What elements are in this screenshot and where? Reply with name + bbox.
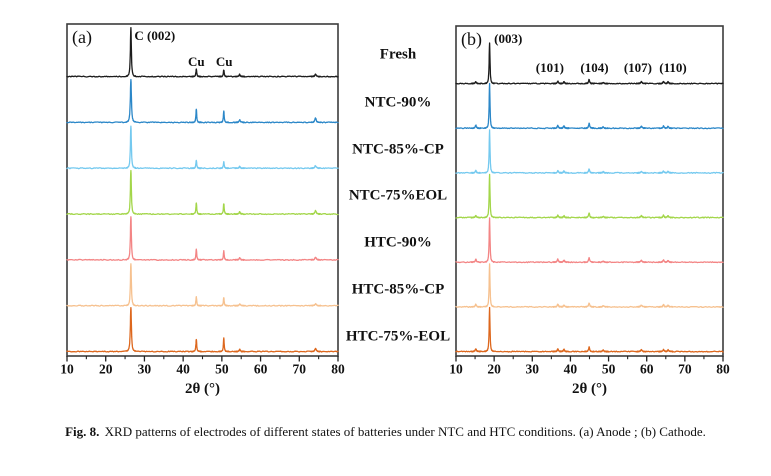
peak-annotation: Cu	[188, 54, 205, 69]
trace-label-ntc-75-eol: NTC-75%EOL	[348, 187, 448, 204]
x-tick-label: 60	[640, 362, 654, 377]
x-tick-label: 10	[449, 362, 463, 377]
xrd-trace-ntc-75-eol	[455, 173, 724, 219]
peak-annotation: (101)	[536, 60, 564, 75]
xrd-trace-htc-90-	[66, 216, 339, 261]
xrd-trace-ntc-75-eol	[66, 169, 339, 216]
trace-label-ntc-90-: NTC-90%	[364, 94, 432, 111]
peak-annotation: (107)	[624, 60, 652, 75]
xrd-trace-ntc-85-cp	[66, 125, 339, 170]
x-tick-label: 40	[564, 362, 578, 377]
peak-annotation: (104)	[580, 60, 608, 75]
trace-labels-column: Fresh NTC-90% NTC-85%-CP NTC-75%EOL HTC-90% H…	[336, 0, 460, 400]
xrd-panel-cathode: 10 20 30 40 50 60 70 80 2θ (°) (b) (003) (101) (104)…	[449, 25, 730, 397]
x-tick-label: 40	[176, 362, 190, 377]
trace-label-htc-90-: HTC-90%	[364, 234, 432, 251]
xrd-trace-htc-85-cp	[455, 263, 724, 308]
trace-label-ntc-85-cp: NTC-85%-CP	[352, 141, 444, 158]
panel-a-chart-anode: 10 20 30 40 50 60 70 80 2θ (°) (a) C (002) Cu Cu	[55, 12, 355, 409]
peak-annotation: Cu	[216, 54, 233, 69]
xrd-trace-ntc-90-	[66, 78, 339, 124]
peak-annotation: C (002)	[134, 28, 175, 43]
xrd-trace-htc-85-cp	[66, 263, 339, 307]
xrd-panel-anode: 10 20 30 40 50 60 70 80 2θ (°) (a) C (002) Cu Cu	[60, 23, 345, 397]
panel-letter: (a)	[72, 27, 92, 48]
x-tick-label: 80	[716, 362, 730, 377]
caption-label: Fig. 8.	[65, 424, 100, 439]
x-axis-title: 2θ (°)	[185, 381, 220, 397]
peak-annotation: (003)	[494, 31, 522, 46]
x-tick-label: 30	[526, 362, 540, 377]
panel-letter: (b)	[461, 29, 482, 50]
x-axis-title: 2θ (°)	[572, 381, 607, 397]
trace-label-fresh: Fresh	[379, 46, 417, 63]
x-tick-label: 80	[331, 362, 345, 377]
x-tick-label: 60	[254, 362, 268, 377]
x-tick-label: 30	[138, 362, 152, 377]
xrd-trace-htc-90-	[455, 217, 724, 264]
x-tick-label: 20	[487, 362, 501, 377]
panel-b-chart-cathode: 10 20 30 40 50 60 70 80 2θ (°) (b) (003) (101) (104)…	[448, 12, 740, 409]
x-tick-label: 70	[293, 362, 307, 377]
figure-caption: Fig. 8. XRD patterns of electrodes of di…	[0, 424, 771, 440]
xrd-trace-fresh	[66, 27, 339, 78]
x-tick-label: 50	[602, 362, 616, 377]
trace-label-htc-85-cp: HTC-85%-CP	[351, 281, 445, 298]
xrd-trace-htc-75-eol	[455, 306, 724, 353]
caption-text: XRD patterns of electrodes of different …	[101, 424, 706, 439]
plot-frame	[66, 23, 339, 357]
xrd-trace-htc-75-eol	[66, 306, 339, 353]
x-tick-label: 20	[99, 362, 113, 377]
xrd-trace-fresh	[455, 42, 724, 85]
x-tick-label: 10	[60, 362, 74, 377]
xrd-trace-ntc-90-	[455, 82, 724, 130]
x-tick-label: 70	[678, 362, 692, 377]
xrd-trace-ntc-85-cp	[455, 129, 724, 174]
peak-annotation: (110)	[659, 60, 686, 75]
trace-label-htc-75-eol: HTC-75%-EOL	[345, 328, 451, 345]
x-tick-label: 50	[215, 362, 229, 377]
